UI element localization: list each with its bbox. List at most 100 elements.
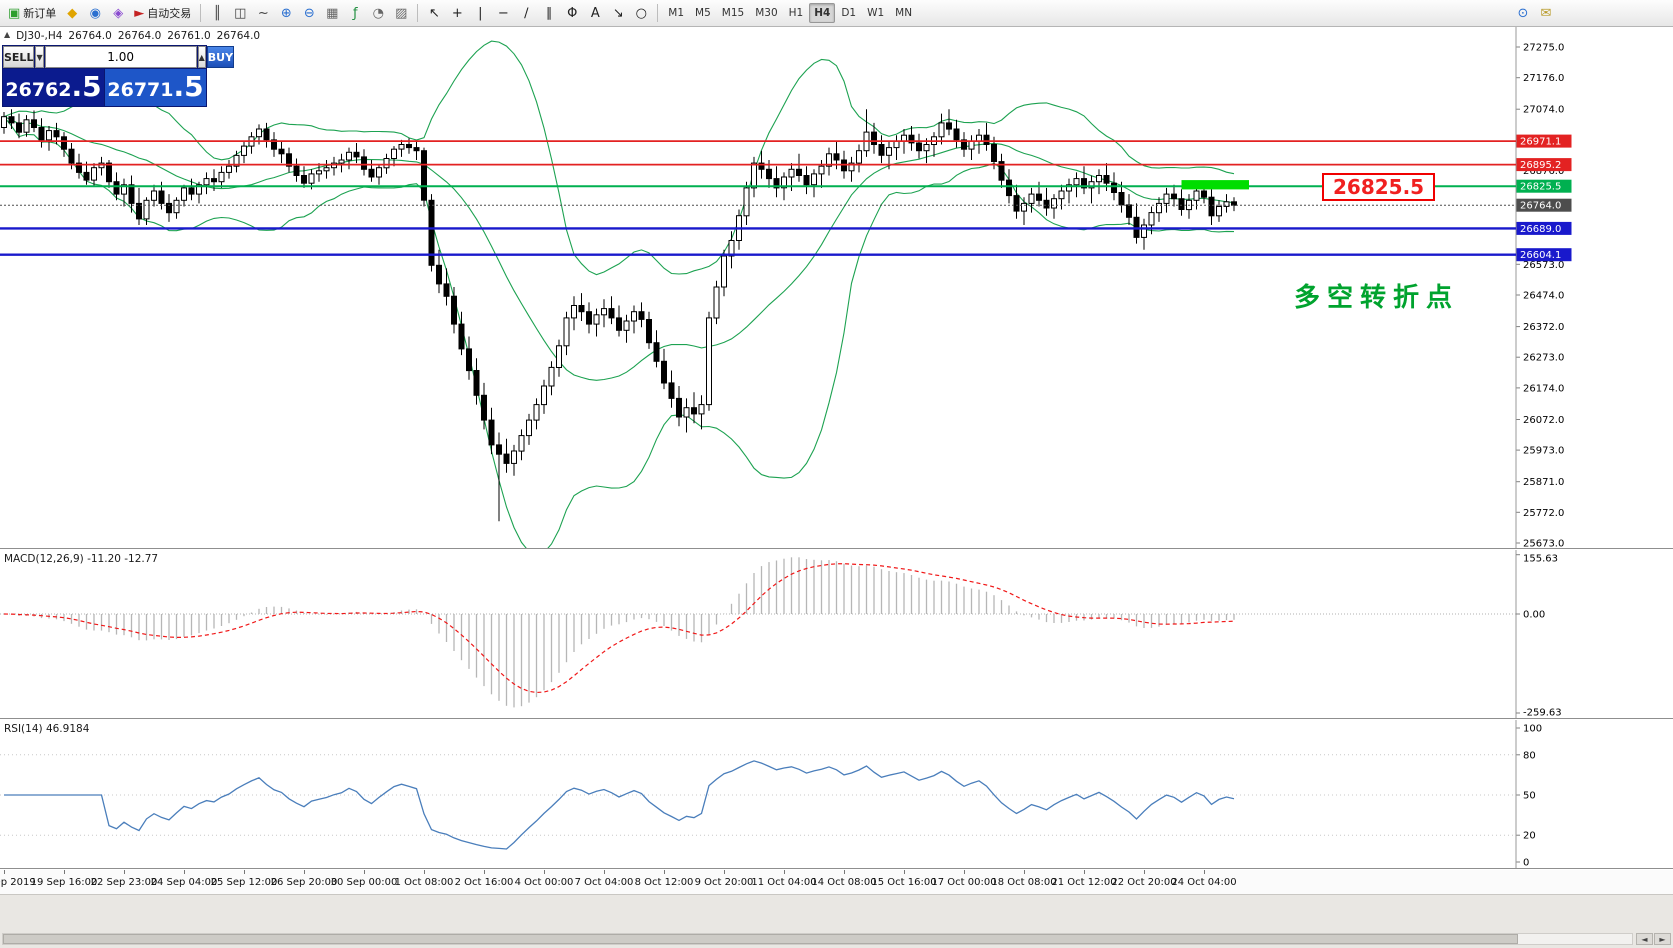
time-axis-tick	[904, 870, 905, 874]
price-tag-26689.0: 26689.0	[1516, 221, 1572, 235]
navigator-button[interactable]: ◈	[107, 2, 129, 24]
timeframe-w1-button[interactable]: W1	[867, 7, 885, 19]
buy-price[interactable]: 26771.5	[105, 69, 206, 106]
time-axis-tick	[484, 870, 485, 874]
new-order-button[interactable]: ▣ 新订单	[4, 2, 60, 24]
time-axis-tick	[424, 870, 425, 874]
fibonacci-button[interactable]: Φ	[561, 2, 583, 24]
equidistant-channel-button[interactable]: ∥	[538, 2, 560, 24]
zoom-out-icon: ⊖	[303, 5, 315, 21]
triangle-down-icon: ▼	[36, 52, 43, 62]
rsi-panel[interactable]: 100 80 50 20 0 RSI(14) 46.9184	[0, 720, 1673, 869]
panel-separator	[0, 718, 1673, 720]
time-axis-tick	[1084, 870, 1085, 874]
scroll-right-button[interactable]: ►	[1654, 933, 1671, 945]
time-axis-label: 18 Sep 2019	[0, 877, 36, 888]
sell-price-frac: .5	[71, 70, 102, 103]
triangle-right-icon: ►	[1659, 934, 1666, 944]
trendline-button[interactable]: ∕	[515, 2, 537, 24]
timeframe-d1-button[interactable]: D1	[841, 7, 857, 19]
horizontal-line-button[interactable]: −	[492, 2, 514, 24]
timeframe-m5-button[interactable]: M5	[695, 7, 711, 19]
new-order-label: 新订单	[23, 7, 57, 20]
scrollbar-thumb[interactable]	[3, 934, 1518, 944]
time-axis-label: 25 Sep 12:00	[210, 877, 278, 888]
time-axis-tick	[124, 870, 125, 874]
time-axis-tick	[1144, 870, 1145, 874]
timeframe-mn-button[interactable]: MN	[895, 7, 913, 19]
time-axis-tick	[364, 870, 365, 874]
zoom-out-button[interactable]: ⊖	[298, 2, 320, 24]
triangle-left-icon: ◄	[1641, 934, 1648, 944]
time-axis-label: 24 Sep 04:00	[150, 877, 218, 888]
buy-button[interactable]: BUY	[206, 46, 235, 68]
volume-input[interactable]	[44, 46, 197, 68]
auto-trading-button[interactable]: ► 自动交易	[130, 2, 195, 24]
zoom-in-icon: ⊕	[280, 5, 292, 21]
chart-profiles-button[interactable]: ◆	[61, 2, 83, 24]
svg-text:26273.0: 26273.0	[1523, 353, 1564, 364]
scrollbar-buttons: ◄ ►	[1636, 933, 1671, 945]
text-label-button[interactable]: A	[584, 2, 606, 24]
volume-increase-button[interactable]: ▲	[197, 46, 206, 68]
time-axis-tick	[64, 870, 65, 874]
rsi-svg[interactable]: 100 80 50 20 0	[0, 720, 1673, 869]
price-axis-labels[interactable]: 27275.0 27176.0 27074.0 26876.0 26573.0 26474…	[1516, 43, 1564, 550]
templates-button[interactable]: ▨	[390, 2, 412, 24]
macd-panel[interactable]: 155.63 0.00 -259.63 MACD(12,26,9) -11.20 -…	[0, 550, 1673, 719]
price-callout[interactable]: 26825.5	[1322, 173, 1436, 201]
volume-decrease-button[interactable]: ▼	[35, 46, 44, 68]
market-watch-icon: ◉	[89, 5, 101, 21]
sell-price-int: 26762	[5, 79, 72, 101]
horizontal-scrollbar[interactable]	[2, 933, 1633, 945]
toolbar-left-group: ▣ 新订单 ◆ ◉ ◈ ► 自动交易	[4, 2, 195, 24]
timeframe-h4-button[interactable]: H4	[809, 3, 836, 23]
svg-text:26971.1: 26971.1	[1520, 137, 1561, 148]
chat-button[interactable]: ✉	[1535, 2, 1557, 24]
market-watch-button[interactable]: ◉	[84, 2, 106, 24]
svg-text:27275.0: 27275.0	[1523, 43, 1564, 54]
time-axis-tick	[4, 870, 5, 874]
time-axis-tick	[1024, 870, 1025, 874]
toolbar-separator	[200, 4, 202, 22]
timeframe-h1-button[interactable]: H1	[788, 7, 804, 19]
high-value: 26764.0	[117, 30, 162, 42]
zoom-in-button[interactable]: ⊕	[275, 2, 297, 24]
close-value: 26764.0	[216, 30, 261, 42]
time-axis-tick	[604, 870, 605, 874]
candlestick-chart-button[interactable]: ◫	[229, 2, 251, 24]
sell-button[interactable]: SELL	[3, 46, 35, 68]
main-chart-panel[interactable]: 27275.0 27176.0 27074.0 26876.0 26573.0 26474…	[0, 27, 1673, 556]
svg-text:20: 20	[1523, 831, 1536, 842]
macd-svg[interactable]: 155.63 0.00 -259.63	[0, 550, 1673, 719]
indicators-button[interactable]: ƒ	[344, 2, 366, 24]
tile-windows-button[interactable]: ▦	[321, 2, 343, 24]
line-chart-button[interactable]: ~	[252, 2, 274, 24]
bar-chart-button[interactable]: ║	[206, 2, 228, 24]
trade-widget-prices: 26762.5 26771.5	[3, 69, 206, 106]
sell-price[interactable]: 26762.5	[3, 69, 104, 106]
crosshair-button[interactable]: +	[446, 2, 468, 24]
time-axis-tick	[724, 870, 725, 874]
main-chart-svg[interactable]: 27275.0 27176.0 27074.0 26876.0 26573.0 26474…	[0, 27, 1673, 556]
search-button[interactable]: ⊙	[1512, 2, 1534, 24]
svg-text:26474.0: 26474.0	[1523, 291, 1564, 302]
open-value: 26764.0	[68, 30, 112, 42]
vertical-line-button[interactable]: |	[469, 2, 491, 24]
shapes-button[interactable]: ○	[630, 2, 652, 24]
turning-point-annotation[interactable]: 多空转折点	[1294, 283, 1460, 313]
timeframe-m1-button[interactable]: M1	[668, 7, 685, 19]
price-tag-26825.5: 26825.5	[1516, 179, 1572, 193]
timeframe-m30-button[interactable]: M30	[755, 7, 778, 19]
cursor-button[interactable]: ↖	[423, 2, 445, 24]
periods-button[interactable]: ◔	[367, 2, 389, 24]
highlight-rectangle[interactable]	[1181, 180, 1250, 190]
svg-text:26573.0: 26573.0	[1523, 260, 1564, 271]
scroll-left-button[interactable]: ◄	[1636, 933, 1653, 945]
arrows-button[interactable]: ↘	[607, 2, 629, 24]
horizontal-line-icon: −	[497, 5, 509, 21]
svg-text:26604.1: 26604.1	[1520, 250, 1561, 261]
timeframe-m15-button[interactable]: M15	[721, 7, 745, 19]
macd-histogram	[10, 557, 1235, 708]
